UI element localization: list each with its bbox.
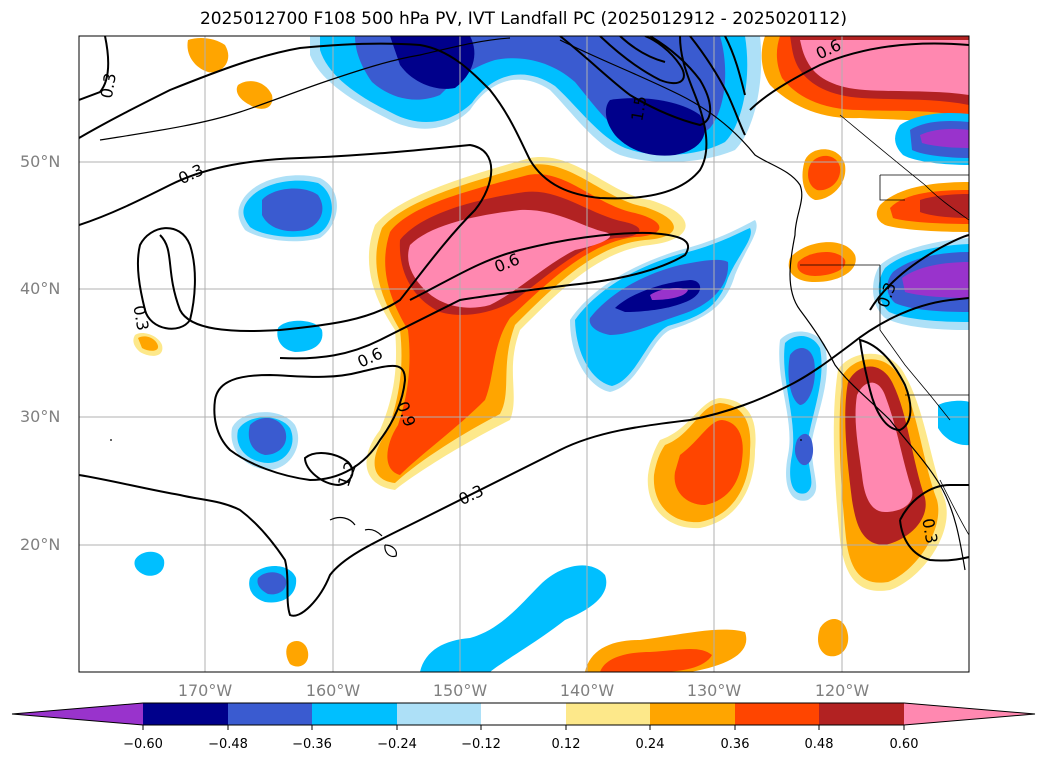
- colorbar-segment: [143, 703, 228, 725]
- colorbar-tick-label: 0.48: [804, 737, 834, 752]
- lat-label: 50°N: [20, 152, 61, 171]
- colorbar-segment: [650, 703, 735, 725]
- colorbar-segment: [397, 703, 481, 725]
- positive-anomaly-california: [833, 353, 947, 591]
- colorbar-tick-label: −0.60: [123, 737, 163, 752]
- lon-label: 170°W: [177, 681, 233, 700]
- colorbar-segment: [819, 703, 904, 725]
- pv-contours: [79, 36, 969, 617]
- lon-label: 130°W: [686, 681, 742, 700]
- colorbar: [11, 702, 1036, 730]
- map-area: 0.3 0.3 0.3 0.3 0.3 0.3 0.6 0.6 0.6 0.9 …: [79, 36, 969, 672]
- colorbar-tick-label: 0.12: [551, 737, 581, 752]
- contour-label: 1.5: [627, 94, 650, 122]
- negative-anomaly-west: [134, 175, 337, 603]
- lat-label: 30°N: [20, 407, 61, 426]
- map-title: 2025012700 F108 500 hPa PV, IVT Landfall…: [199, 9, 847, 29]
- colorbar-extend-left: [12, 703, 143, 725]
- lon-label: 160°W: [305, 681, 361, 700]
- negative-anomaly-eastern-edge: [873, 113, 969, 446]
- grid-lines: [79, 36, 969, 672]
- lon-label: 140°W: [559, 681, 615, 700]
- lat-label: 40°N: [20, 279, 61, 298]
- colorbar-extend-right: [904, 703, 1035, 725]
- lon-label: 150°W: [432, 681, 488, 700]
- colorbar-segment: [312, 703, 397, 725]
- contour-label: 0.3: [129, 304, 152, 332]
- contour-label: 0.3: [918, 517, 941, 545]
- colorbar-tick-label: 0.60: [889, 737, 919, 752]
- colorbar-tick-label: 0.36: [720, 737, 750, 752]
- contour-label: 0.3: [97, 71, 120, 99]
- positive-anomaly-northeast: [761, 36, 969, 130]
- negative-anomaly-south: [420, 565, 607, 672]
- colorbar-segment: [228, 703, 312, 725]
- positive-anomaly-subtropical: [133, 37, 969, 672]
- negative-anomaly-east-central: [570, 220, 757, 392]
- colorbar-tick-label: −0.36: [292, 737, 332, 752]
- lat-label: 20°N: [20, 535, 61, 554]
- colorbar-segment: [735, 703, 819, 725]
- negative-anomaly-coastal: [779, 331, 827, 501]
- lon-label: 120°W: [814, 681, 870, 700]
- colorbar-tick-label: −0.48: [208, 737, 248, 752]
- colorbar-tick-label: −0.12: [461, 737, 501, 752]
- colorbar-segment: [481, 703, 566, 725]
- colorbar-segment: [566, 703, 650, 725]
- colorbar-tick-label: −0.24: [377, 737, 417, 752]
- map-frame: [78, 35, 970, 673]
- colorbar-tick-label: 0.24: [635, 737, 665, 752]
